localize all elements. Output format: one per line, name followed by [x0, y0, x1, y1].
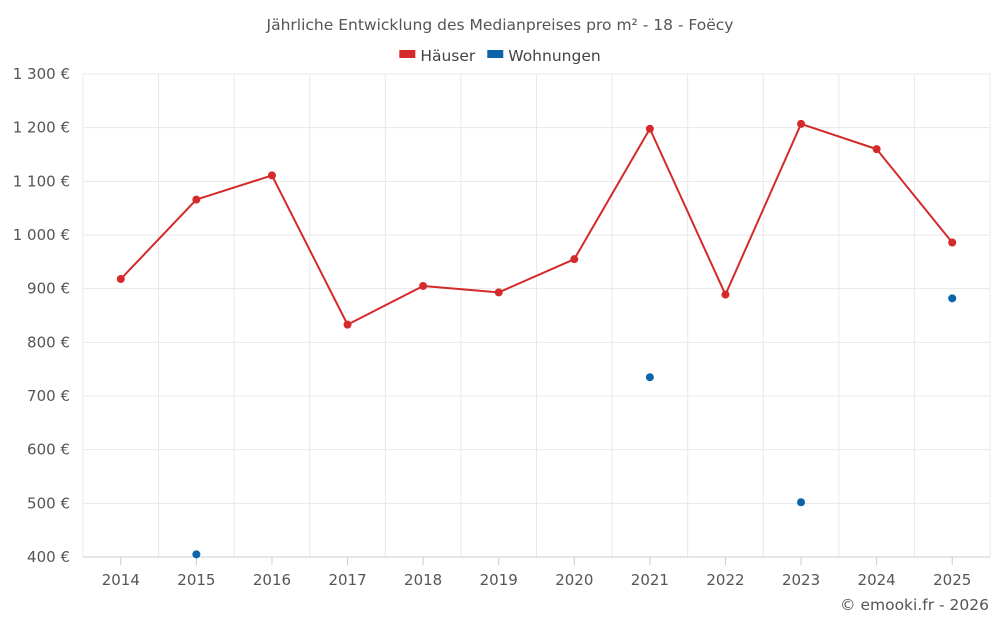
x-tick-label: 2017: [328, 571, 366, 589]
y-tick-label: 700 €: [27, 387, 70, 405]
x-tick-label: 2025: [933, 571, 971, 589]
x-tick-label: 2019: [480, 571, 518, 589]
legend-label-haeuser: Häuser: [420, 47, 476, 65]
data-point-wohnungen: [797, 498, 806, 507]
x-tick-label: 2014: [102, 571, 140, 589]
series-haeuser: [116, 119, 957, 329]
y-tick-label: 500 €: [27, 494, 70, 512]
data-point-haeuser: [570, 255, 579, 264]
data-point-wohnungen: [948, 294, 957, 303]
x-tick-label: 2024: [858, 571, 896, 589]
x-tick-label: 2022: [706, 571, 744, 589]
data-point-haeuser: [192, 195, 201, 204]
y-tick-label: 800 €: [27, 333, 70, 351]
x-tick-label: 2016: [253, 571, 291, 589]
data-point-haeuser: [267, 171, 276, 180]
x-axis: 2014 2015 2016 2017 2018 2019 2020 2021 2022 2023…: [83, 556, 990, 589]
data-point-haeuser: [872, 145, 881, 154]
legend-label-wohnungen: Wohnungen: [508, 47, 600, 65]
legend: Häuser Wohnungen: [399, 47, 601, 65]
data-point-haeuser: [494, 288, 503, 297]
x-tick-label: 2020: [555, 571, 593, 589]
x-tick-label: 2021: [631, 571, 669, 589]
data-point-wohnungen: [192, 550, 201, 559]
y-axis: 400 € 500 € 600 € 700 € 800 € 900 € 1 000 € 1 1…: [13, 65, 70, 566]
data-point-haeuser: [948, 238, 957, 247]
x-tick-label: 2023: [782, 571, 820, 589]
series-layer: [116, 119, 957, 559]
series-line-haeuser: [120, 122, 953, 326]
x-tick-label: 2018: [404, 571, 442, 589]
data-point-haeuser: [797, 119, 806, 128]
data-point-haeuser: [419, 281, 428, 290]
y-tick-label: 1 200 €: [13, 119, 70, 137]
chart-title: Jährliche Entwicklung des Medianpreises …: [266, 16, 734, 34]
grid: [82, 73, 991, 558]
y-tick-label: 1 000 €: [13, 226, 70, 244]
data-point-haeuser: [116, 275, 125, 284]
y-tick-label: 1 300 €: [13, 65, 70, 83]
y-tick-label: 900 €: [27, 280, 70, 298]
y-tick-label: 400 €: [27, 548, 70, 566]
series-wohnungen: [192, 294, 957, 559]
data-point-haeuser: [343, 320, 352, 329]
legend-swatch-haeuser: [399, 50, 416, 58]
data-point-wohnungen: [645, 373, 654, 382]
credit: © emooki.fr - 2026: [840, 596, 989, 614]
data-point-haeuser: [645, 124, 654, 133]
y-tick-label: 600 €: [27, 441, 70, 459]
y-tick-label: 1 100 €: [13, 172, 70, 190]
legend-swatch-wohnungen: [487, 50, 504, 58]
x-tick-label: 2015: [177, 571, 215, 589]
data-point-haeuser: [721, 290, 730, 299]
